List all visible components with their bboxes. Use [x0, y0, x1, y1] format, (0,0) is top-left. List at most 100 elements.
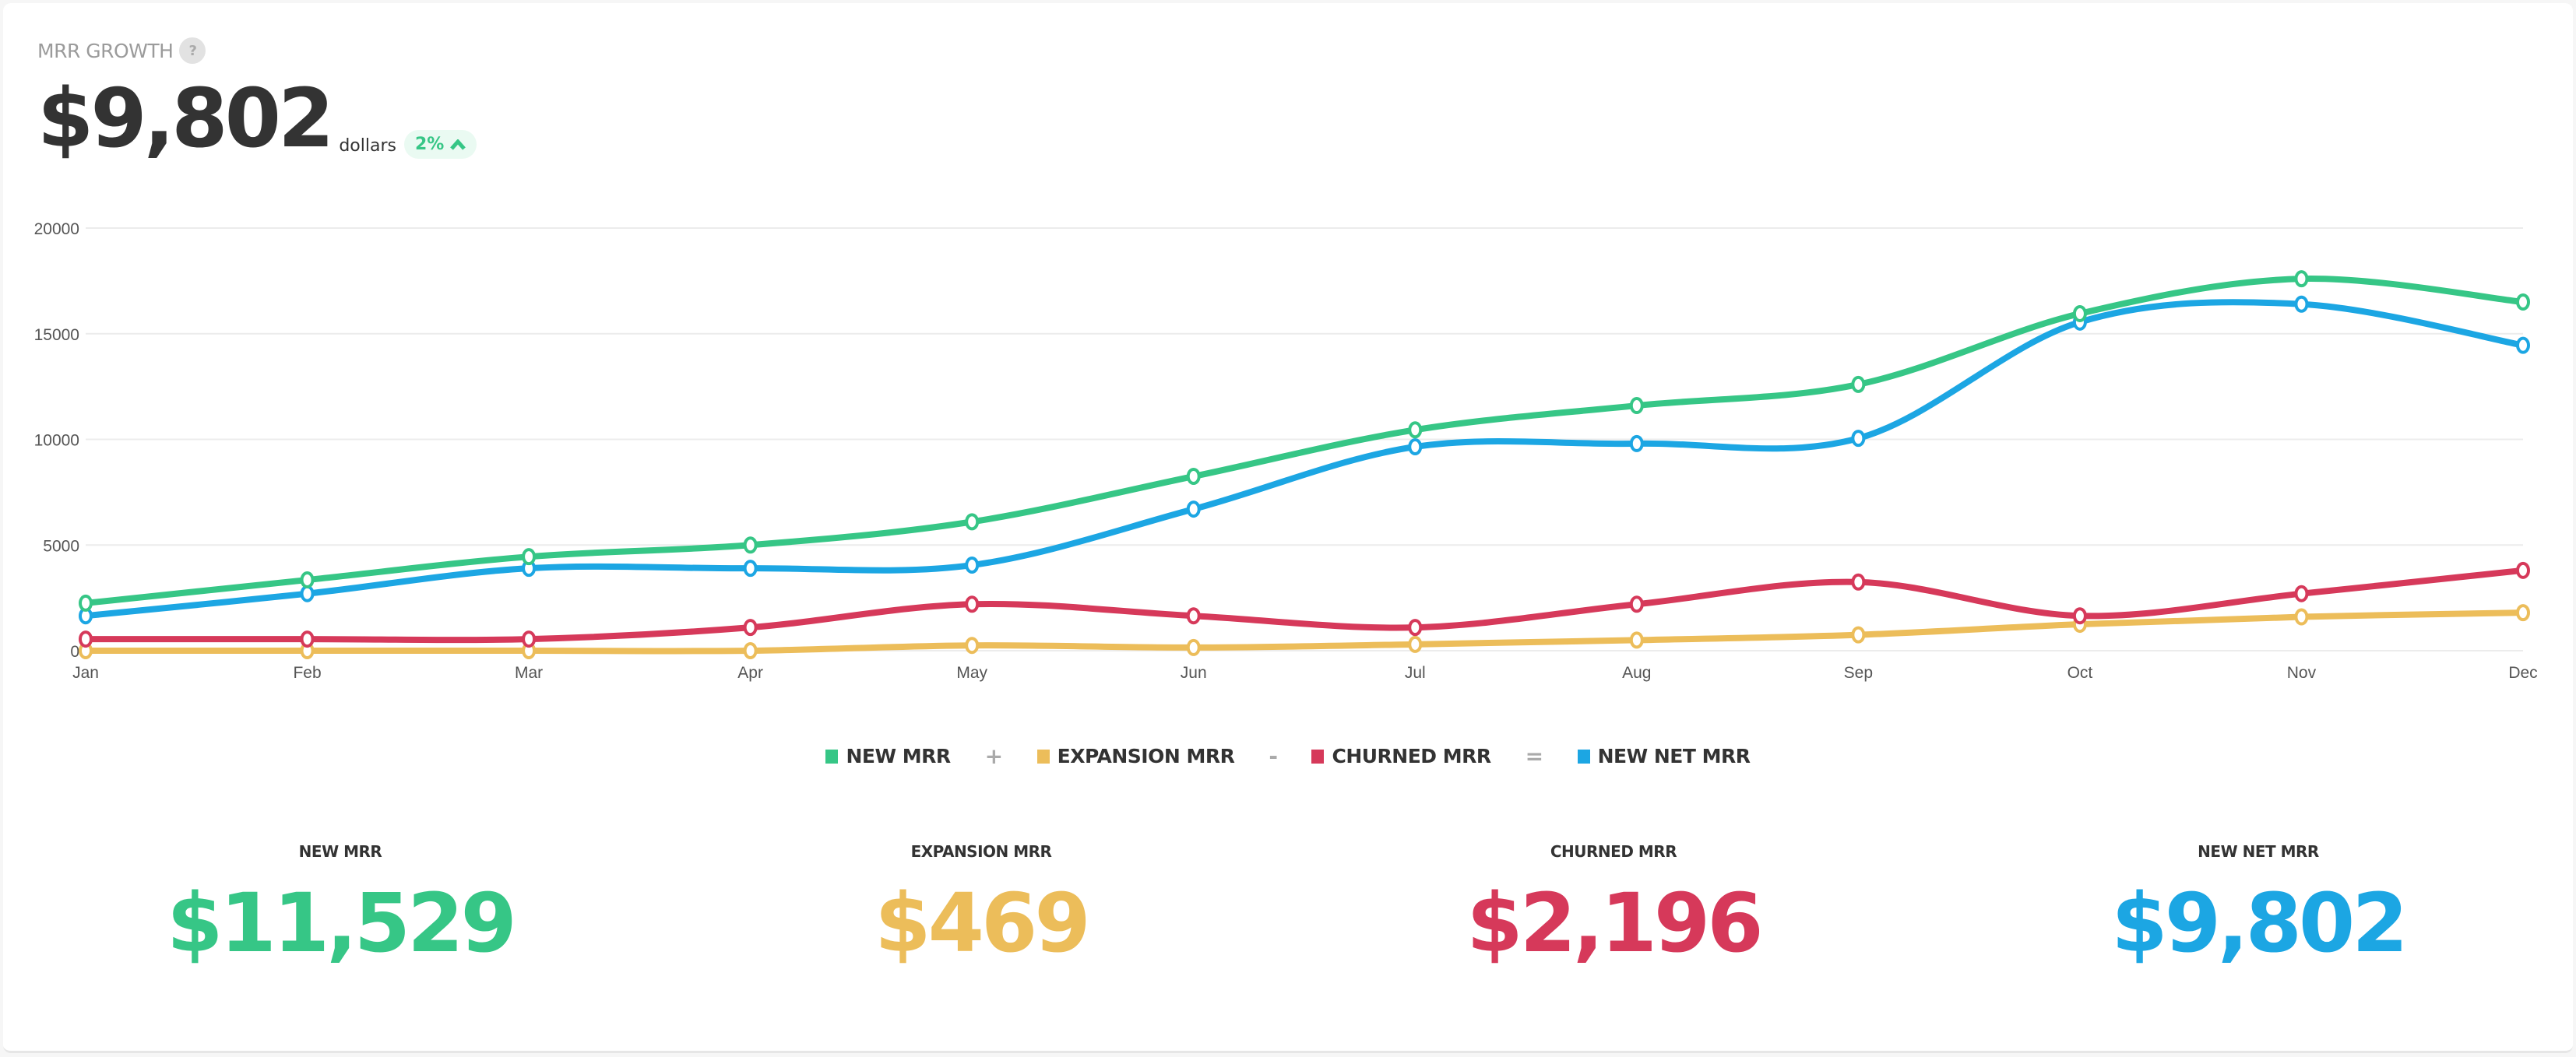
series-line-expansion-mrr [86, 609, 2524, 655]
data-point [2516, 604, 2530, 622]
y-tick-label: 10000 [34, 432, 79, 450]
legend-label: CHURNED MRR [1332, 745, 1491, 767]
y-tick-label: 0 [70, 643, 79, 661]
legend-operator: = [1525, 743, 1543, 769]
stat-value: $2,196 [1466, 876, 1763, 971]
data-point [1629, 397, 1644, 415]
data-point [965, 513, 980, 531]
data-point [2516, 293, 2530, 311]
data-point [1186, 607, 1201, 625]
headline-unit: dollars [339, 136, 396, 156]
chart-legend: NEW MRR + EXPANSION MRR - CHURNED MRR = NEW NE… [0, 743, 2576, 769]
data-point [1851, 430, 1866, 448]
data-point [1851, 626, 1866, 644]
data-point [2072, 304, 2087, 322]
legend-operator: + [984, 743, 1003, 769]
card-title: MRR GROWTH ? [37, 37, 206, 64]
legend-label: NEW MRR [846, 745, 951, 767]
data-point [300, 571, 315, 589]
data-point [1851, 375, 1866, 393]
data-point [1629, 631, 1644, 649]
data-point [2294, 608, 2309, 626]
data-point [1851, 573, 1866, 591]
data-point [2072, 607, 2087, 625]
stat-expansion-mrr: EXPANSION MRR $469 [748, 842, 1215, 964]
legend-operator: - [1269, 743, 1278, 769]
data-point [1629, 595, 1644, 613]
x-tick-label: Jul [1405, 664, 1426, 682]
data-point [2294, 270, 2309, 288]
y-tick-label: 5000 [43, 537, 79, 555]
y-tick-label: 20000 [34, 220, 79, 238]
stat-value: $9,802 [2111, 876, 2408, 971]
legend-item[interactable]: NEW MRR [825, 745, 951, 767]
data-point [1408, 619, 1423, 637]
legend-label: NEW NET MRR [1597, 745, 1751, 767]
stat-label: NEW NET MRR [2198, 842, 2319, 861]
mrr-growth-card: MRR GROWTH ? $9,802 dollars 2% [3, 3, 2573, 1053]
data-point [1186, 468, 1201, 486]
help-icon[interactable]: ? [179, 37, 206, 64]
mrr-line-chart: 0 5000 10000 15000 20000 Jan Feb Mar Apr May Jun Ju… [34, 220, 2538, 682]
data-point [522, 548, 537, 566]
data-point [743, 560, 758, 578]
change-value: 2% [414, 135, 445, 154]
stat-new-mrr: NEW MRR $11,529 [107, 842, 574, 964]
x-tick-label: Jan [72, 664, 99, 682]
data-point [2294, 585, 2309, 602]
data-point [1186, 500, 1201, 518]
data-point [1408, 635, 1423, 653]
title-text: MRR GROWTH [37, 39, 174, 62]
data-point [1408, 438, 1423, 456]
data-point [79, 594, 93, 612]
stat-value: $469 [875, 876, 1090, 971]
x-tick-label: Dec [2508, 664, 2537, 682]
headline: $9,802 dollars 2% [37, 78, 477, 159]
data-point [2516, 336, 2530, 354]
legend-swatch [1577, 749, 1590, 764]
legend-item[interactable]: CHURNED MRR [1311, 745, 1491, 767]
data-point [1629, 434, 1644, 452]
legend-item[interactable]: EXPANSION MRR [1036, 745, 1235, 767]
data-point [300, 630, 315, 648]
x-tick-label: Aug [1622, 664, 1651, 682]
headline-value: $9,802 [37, 71, 334, 166]
legend-swatch [1036, 749, 1050, 764]
x-tick-label: Apr [737, 664, 763, 682]
data-point [965, 595, 980, 613]
stat-label: CHURNED MRR [1550, 842, 1677, 861]
data-point [1408, 421, 1423, 439]
legend-swatch [825, 749, 839, 764]
data-point [965, 637, 980, 655]
data-point [743, 642, 758, 659]
series-line-new-net-mrr [85, 299, 2524, 620]
stat-label: NEW MRR [298, 842, 382, 861]
legend-swatch [1311, 749, 1325, 764]
series-line-new-mrr [85, 276, 2524, 606]
x-tick-label: Sep [1844, 664, 1873, 682]
data-point [300, 585, 315, 602]
data-point [743, 536, 758, 554]
x-tick-label: Nov [2287, 664, 2317, 682]
stat-value: $11,529 [167, 876, 517, 971]
legend-label: EXPANSION MRR [1057, 745, 1235, 767]
legend-item[interactable]: NEW NET MRR [1577, 745, 1751, 767]
data-point [79, 630, 93, 648]
data-point [1186, 638, 1201, 656]
data-point [743, 619, 758, 637]
change-badge: 2% [403, 130, 477, 159]
y-tick-label: 15000 [34, 326, 79, 344]
data-point [965, 557, 980, 574]
data-point [2294, 295, 2309, 313]
x-tick-label: Oct [2067, 664, 2093, 682]
x-tick-label: Feb [293, 664, 321, 682]
chevron-up-icon [450, 139, 466, 150]
x-tick-label: May [956, 664, 987, 682]
stat-label: EXPANSION MRR [910, 842, 1052, 861]
x-tick-label: Mar [515, 664, 543, 682]
series-line-churned-mrr [86, 567, 2524, 644]
stat-new-net-mrr: NEW NET MRR $9,802 [2025, 842, 2492, 964]
data-point [522, 630, 537, 648]
stat-churned-mrr: CHURNED MRR $2,196 [1380, 842, 1847, 964]
data-point [2516, 561, 2530, 579]
